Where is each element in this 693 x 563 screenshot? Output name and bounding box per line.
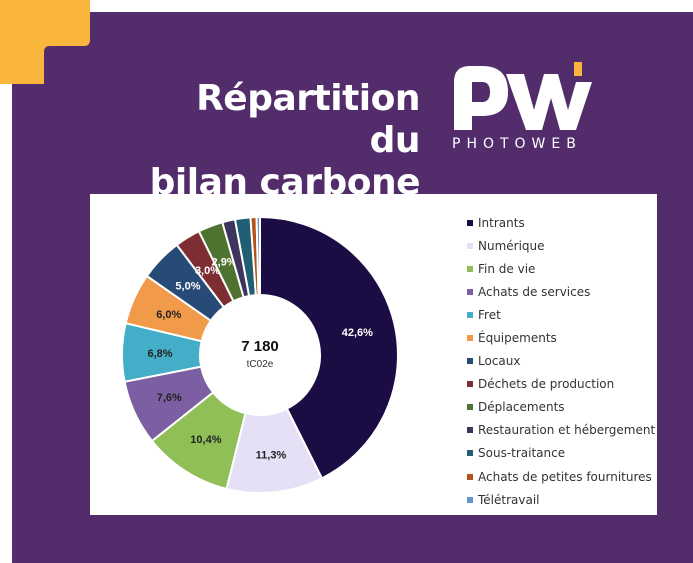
legend-label: Fret: [478, 307, 501, 322]
corner-accent: [0, 0, 90, 84]
legend-swatch: [467, 358, 473, 365]
legend-item: Numérique: [467, 234, 655, 257]
slice-data-label: 5,0%: [175, 281, 200, 293]
legend-item: Télétravail: [467, 488, 655, 511]
legend-swatch: [467, 242, 473, 249]
chart-legend: Intrants Numérique Fin de vie Achats de ser…: [467, 211, 655, 511]
legend-swatch: [467, 473, 473, 480]
legend-label: Fin de vie: [478, 261, 536, 276]
legend-swatch: [467, 335, 473, 342]
legend-swatch: [467, 219, 473, 226]
legend-item: Déchets de production: [467, 373, 655, 396]
slice-data-label: 10,4%: [190, 434, 221, 446]
legend-item: Achats de services: [467, 280, 655, 303]
donut-chart: 42,6% 11,3% 10,4% 7,6% 6,8% 6,0% 5,0% 3,0%2,9% 7…: [121, 215, 399, 494]
legend-label: Achats de petites fournitures: [478, 469, 652, 484]
title-line-1: Répartition du: [196, 78, 420, 161]
chart-card: 42,6% 11,3% 10,4% 7,6% 6,8% 6,0% 5,0% 3,0% 2,9% 7…: [90, 194, 657, 515]
legend-swatch: [467, 288, 473, 295]
donut-center-value: 7 180: [241, 338, 279, 355]
legend-label: Restauration et hébergement: [478, 423, 656, 438]
legend-item: Restauration et hébergement: [467, 419, 655, 442]
legend-item: Équipements: [467, 326, 655, 349]
legend-label: Télétravail: [478, 492, 540, 507]
legend-label: Équipements: [478, 331, 557, 346]
slice-data-label: 3,0%: [195, 265, 220, 277]
legend-swatch: [467, 427, 473, 434]
slice-data-label: 6,0%: [156, 309, 181, 321]
pie-slice: [259, 215, 399, 480]
legend-label: Déchets de production: [478, 377, 615, 392]
slice-data-label: 42,6%: [342, 327, 373, 339]
legend-item: Déplacements: [467, 396, 655, 419]
legend-label: Déplacements: [478, 400, 565, 415]
legend-label: Numérique: [478, 238, 545, 253]
legend-item: Fin de vie: [467, 257, 655, 280]
pie-slice: [255, 215, 261, 297]
legend-item: Locaux: [467, 350, 655, 373]
logo-wordmark: PHOTOWEB: [452, 136, 582, 152]
legend-swatch: [467, 404, 473, 411]
slice-data-label: 11,3%: [256, 449, 287, 461]
legend-item: Fret: [467, 303, 655, 326]
legend-item: Intrants: [467, 211, 655, 234]
legend-label: Locaux: [478, 354, 521, 369]
legend-item: Achats de petites fournitures: [467, 465, 655, 488]
legend-label: Sous-traitance: [478, 446, 566, 461]
slice-data-label: 6,8%: [147, 348, 172, 360]
slice-data-label: 7,6%: [157, 392, 182, 404]
photoweb-logo: [454, 62, 592, 130]
legend-swatch: [467, 381, 473, 388]
legend-label: Intrants: [478, 215, 525, 230]
legend-label: Achats de services: [478, 284, 591, 299]
legend-swatch: [467, 311, 473, 318]
legend-swatch: [467, 496, 473, 503]
slice-data-label: 2,9%: [212, 257, 237, 269]
donut-center-unit: tC02e: [247, 359, 274, 370]
legend-swatch: [467, 450, 473, 457]
page-title: Répartition du bilan carbone: [148, 78, 421, 204]
legend-swatch: [467, 265, 473, 272]
legend-item: Sous-traitance: [467, 442, 655, 465]
